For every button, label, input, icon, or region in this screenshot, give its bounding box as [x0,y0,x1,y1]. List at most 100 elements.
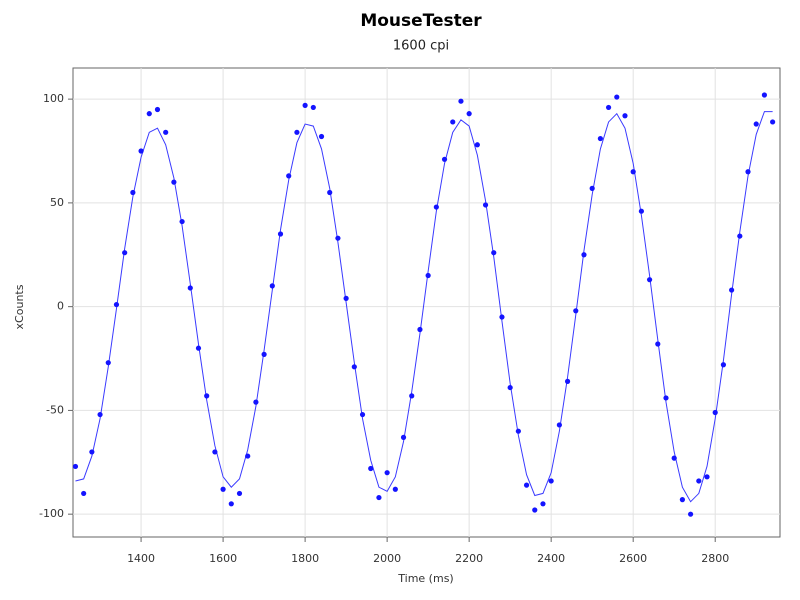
data-point [318,133,325,140]
data-point [630,169,636,175]
data-point [581,252,587,258]
data-point [491,250,497,256]
data-point [687,511,694,517]
data-point [745,169,751,175]
data-point [696,478,702,484]
data-point [261,351,267,357]
data-point [195,345,202,351]
data-point [130,189,136,196]
data-point [81,490,87,497]
y-tick-label: 100 [43,92,64,105]
data-point [499,314,505,320]
data-point [359,411,366,418]
x-tick-label: 1400 [127,552,155,565]
data-point [532,507,538,513]
data-point [72,463,79,470]
data-point [236,490,243,497]
data-point [409,393,415,399]
data-point [679,497,685,503]
data-point [564,378,571,384]
data-point [523,482,530,488]
data-point [204,393,210,399]
data-point [433,204,439,210]
data-point [327,189,333,196]
fit-line [75,111,773,503]
data-point [179,218,185,225]
data-point [466,111,472,117]
data-point [622,113,628,119]
data-point [663,395,669,401]
plot-frame [72,67,781,538]
data-point [351,364,357,370]
data-point [556,422,562,428]
data-point [646,277,653,283]
chart-title: MouseTester [360,11,482,31]
data-point [277,231,284,237]
data-point [154,106,161,113]
data-point [113,301,120,308]
data-point [400,434,407,440]
data-point [138,148,144,154]
chart-subtitle: 1600 cpi [393,39,449,54]
data-point [614,94,620,100]
data-point [122,250,128,256]
data-point [482,202,489,208]
data-point [228,501,234,507]
data-point [597,135,603,142]
data-point [187,285,193,291]
data-point [220,486,226,492]
data-point [294,129,300,135]
data-point [720,362,727,368]
x-tick-label: 2800 [701,552,729,565]
data-point [753,121,759,127]
data-point [474,142,480,148]
data-point [729,287,735,293]
data-point [638,208,644,214]
data-point [589,185,595,191]
y-tick-label: -100 [39,507,64,520]
data-point [146,111,152,117]
data-point [302,102,308,108]
data-point [286,173,292,179]
data-point [105,360,111,366]
data-point [761,92,768,98]
data-point [253,399,259,405]
data-point [97,411,103,418]
data-point [655,341,661,347]
data-point [368,465,374,472]
y-tick-label: 0 [57,300,64,313]
data-point [770,119,776,125]
data-point [441,156,448,162]
x-tick-label: 1800 [291,552,319,565]
data-point [450,119,456,125]
x-tick-label: 2200 [455,552,483,565]
x-axis-label: Time (ms) [397,572,453,585]
data-point [89,449,95,455]
data-point [384,470,390,476]
data-point [737,233,743,239]
data-point [343,295,349,301]
data-point [515,428,521,434]
data-point [671,455,677,461]
data-point [212,449,218,455]
data-point [376,494,382,501]
y-tick-label: -50 [46,403,64,416]
data-point [712,409,718,416]
data-point [269,283,275,289]
y-tick-label: 50 [50,196,64,209]
x-tick-label: 2000 [373,552,401,565]
data-point [704,474,710,480]
data-point [310,104,316,111]
data-point [392,486,398,492]
data-point [605,104,612,111]
data-point [171,179,177,185]
data-point [335,235,341,241]
x-tick-label: 1600 [209,552,237,565]
data-point [507,384,513,391]
data-point [245,453,251,459]
data-point [458,98,464,104]
x-tick-label: 2600 [619,552,647,565]
y-axis-label: xCounts [13,284,26,329]
data-point [425,272,431,279]
